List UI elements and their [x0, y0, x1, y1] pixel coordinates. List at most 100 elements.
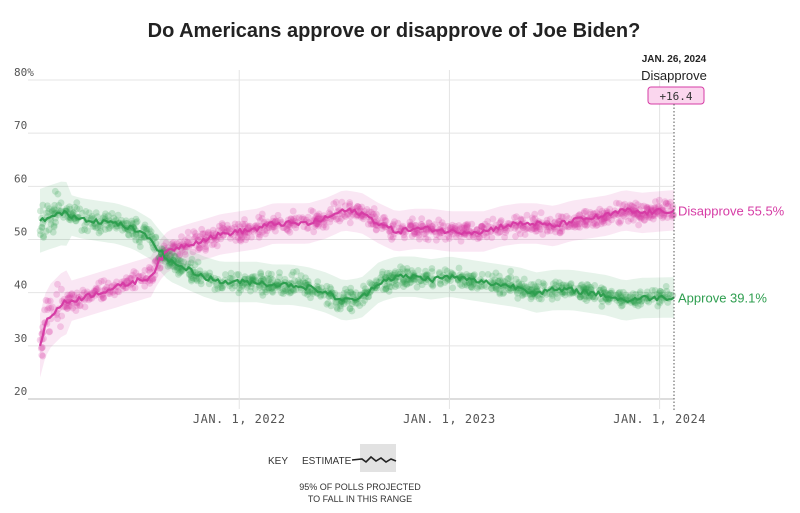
- poll-dot: [47, 220, 55, 228]
- poll-dot: [73, 205, 81, 213]
- poll-dot: [187, 259, 195, 267]
- poll-dot: [149, 277, 157, 284]
- poll-dot: [219, 221, 227, 229]
- poll-dot: [606, 205, 614, 213]
- poll-dot: [248, 275, 256, 282]
- poll-dot: [222, 271, 229, 278]
- poll-dot: [344, 298, 352, 306]
- poll-dot: [164, 262, 172, 270]
- poll-dot: [558, 281, 565, 289]
- poll-dot: [263, 286, 271, 293]
- poll-dot: [192, 230, 199, 237]
- poll-dot: [577, 282, 585, 289]
- poll-dot: [561, 291, 569, 299]
- poll-dot: [342, 285, 349, 293]
- poll-dot: [175, 252, 183, 260]
- poll-dot: [663, 287, 671, 295]
- poll-dot: [315, 212, 322, 220]
- poll-dot: [198, 225, 206, 233]
- poll-dot: [110, 214, 118, 222]
- poll-dot: [128, 217, 136, 225]
- poll-dot: [269, 288, 277, 296]
- poll-dot: [258, 215, 266, 222]
- poll-dot: [107, 222, 115, 230]
- poll-dot: [360, 282, 367, 290]
- poll-dot: [356, 302, 363, 309]
- key-label: KEY: [268, 456, 288, 467]
- poll-dot: [229, 284, 236, 292]
- poll-dot: [205, 280, 213, 288]
- poll-dot: [336, 217, 343, 225]
- poll-dot: [662, 283, 670, 290]
- poll-dot: [462, 224, 470, 232]
- poll-dot: [276, 273, 283, 281]
- poll-dot: [185, 271, 193, 278]
- poll-dot: [484, 271, 492, 278]
- poll-dot: [506, 287, 514, 295]
- poll-dot: [66, 205, 74, 213]
- poll-dot: [227, 269, 235, 277]
- poll-dot: [556, 229, 564, 237]
- poll-dot: [587, 284, 595, 291]
- poll-dot: [573, 221, 581, 228]
- poll-dot: [39, 201, 47, 209]
- poll-dot: [196, 233, 204, 240]
- poll-dot: [289, 207, 297, 215]
- poll-dot: [400, 283, 407, 290]
- poll-dot: [619, 201, 627, 209]
- poll-dot: [333, 299, 340, 307]
- poll-dot: [626, 292, 634, 300]
- poll-dot: [354, 203, 362, 210]
- poll-dot: [50, 223, 58, 231]
- highlight-marker: JAN. 26, 2024 Disapprove +16.4: [641, 54, 707, 412]
- poll-dot: [597, 220, 605, 228]
- poll-dot: [528, 293, 536, 301]
- poll-dot: [388, 283, 395, 291]
- poll-dot: [115, 288, 123, 296]
- poll-dot: [400, 275, 408, 283]
- poll-dot: [463, 282, 471, 289]
- poll-dot: [143, 225, 151, 233]
- poll-dot: [407, 221, 415, 229]
- poll-dot: [552, 281, 560, 289]
- poll-dot: [562, 281, 570, 289]
- poll-dot: [507, 273, 515, 281]
- poll-dot: [492, 284, 499, 292]
- poll-dot: [300, 223, 308, 231]
- poll-dot: [49, 228, 57, 236]
- poll-dot: [296, 278, 304, 286]
- poll-range-bands: [40, 181, 674, 378]
- poll-dot: [630, 203, 637, 211]
- poll-dot: [129, 271, 137, 279]
- poll-dot: [604, 290, 612, 298]
- poll-dot: [283, 226, 291, 234]
- poll-dot: [304, 291, 311, 298]
- poll-dot: [591, 295, 598, 303]
- poll-dot: [413, 228, 421, 236]
- poll-dot: [370, 205, 378, 212]
- poll-dot: [411, 275, 419, 283]
- poll-dot: [531, 283, 539, 291]
- poll-dot: [565, 215, 573, 222]
- poll-dot: [593, 219, 601, 226]
- poll-dot: [334, 215, 342, 223]
- poll-dot: [226, 235, 234, 242]
- poll-dot: [170, 260, 178, 268]
- poll-dot: [301, 289, 309, 297]
- poll-dot: [470, 272, 477, 279]
- poll-dot: [433, 236, 440, 244]
- poll-dot: [524, 224, 532, 232]
- poll-dot: [333, 304, 341, 311]
- poll-dot: [45, 208, 52, 216]
- poll-dot: [385, 288, 393, 295]
- poll-dot: [354, 203, 361, 210]
- poll-dot: [495, 285, 502, 293]
- poll-dot: [500, 289, 508, 296]
- poll-dot: [493, 285, 500, 293]
- poll-dot: [184, 228, 192, 236]
- poll-dot: [576, 223, 584, 231]
- poll-dot: [586, 283, 593, 291]
- poll-dot: [463, 279, 471, 287]
- poll-dot: [299, 214, 306, 222]
- poll-dot: [549, 280, 557, 288]
